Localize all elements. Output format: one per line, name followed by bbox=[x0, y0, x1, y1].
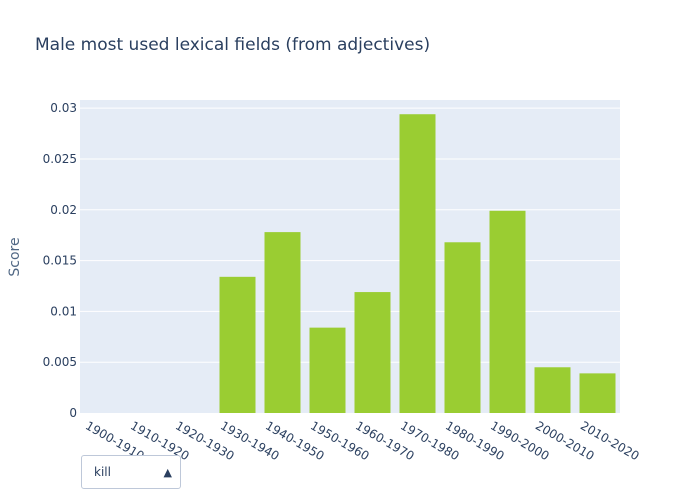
bar-1970-1980[interactable] bbox=[399, 114, 436, 414]
bar-1940-1950[interactable] bbox=[264, 232, 301, 413]
bar-2010-2020[interactable] bbox=[579, 373, 616, 413]
bar-1980-1990[interactable] bbox=[444, 242, 481, 413]
y-axis-label: Score bbox=[7, 237, 23, 276]
bar-1930-1940[interactable] bbox=[219, 276, 256, 413]
series-dropdown[interactable]: kill ▲ bbox=[81, 455, 181, 489]
bar-2000-2010[interactable] bbox=[534, 367, 571, 413]
y-tick-label: 0.005 bbox=[43, 355, 77, 369]
plot-area bbox=[80, 100, 620, 413]
bars bbox=[219, 114, 616, 414]
y-axis-ticks: 0 0.005 0.01 0.015 0.02 0.025 0.03 bbox=[43, 101, 77, 420]
bar-1990-2000[interactable] bbox=[489, 210, 526, 413]
y-tick-label: 0.01 bbox=[50, 304, 77, 318]
bar-1950-1960[interactable] bbox=[309, 327, 346, 413]
y-tick-label: 0.025 bbox=[43, 152, 77, 166]
dropdown-arrow-icon: ▲ bbox=[163, 465, 172, 479]
y-tick-label: 0.03 bbox=[50, 101, 77, 115]
gridlines bbox=[80, 107, 620, 363]
chart-title: Male most used lexical fields (from adje… bbox=[35, 35, 430, 55]
y-tick-label: 0.015 bbox=[43, 254, 77, 268]
dropdown-selected-value: kill bbox=[94, 465, 111, 479]
y-tick-label: 0.02 bbox=[50, 203, 77, 217]
bar-1960-1970[interactable] bbox=[354, 292, 391, 413]
y-tick-label: 0 bbox=[69, 406, 77, 420]
